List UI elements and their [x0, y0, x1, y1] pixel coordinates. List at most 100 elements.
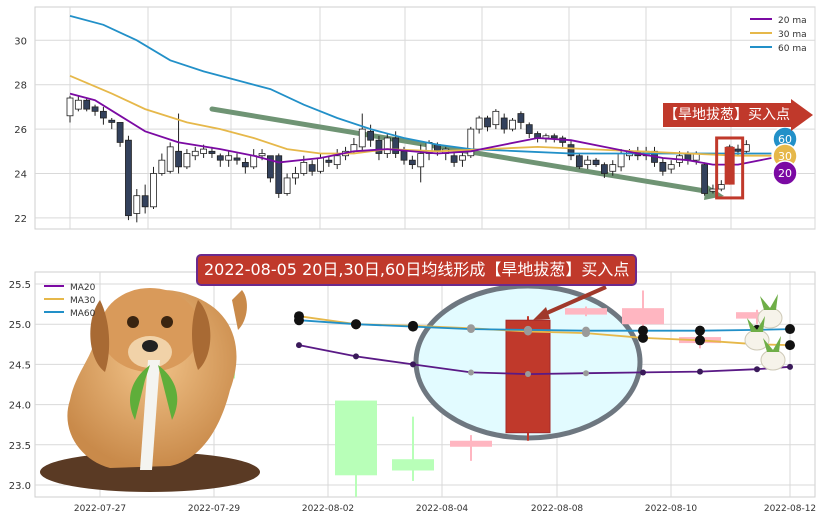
- top-candle-body: [417, 153, 425, 168]
- dog-nose-illustration: [142, 340, 158, 352]
- bottom-ma60-line-marker: [582, 326, 590, 335]
- top-candle-body: [717, 184, 725, 190]
- signal-pointer-arrow-head: [533, 307, 550, 320]
- bottom-ma20-line-marker: [410, 361, 416, 368]
- dog-right-eye-illustration: [161, 316, 173, 328]
- dog-left-eye-illustration: [127, 316, 139, 328]
- radish-leaves-illustration: [760, 294, 778, 310]
- top-candle-body: [575, 155, 583, 168]
- top-candle-body: [283, 177, 291, 194]
- bottom-legend-label: MA60: [70, 309, 96, 319]
- bottom-x-tick-label: 2022-07-27: [74, 504, 126, 514]
- bottom-candle-body: [335, 400, 377, 476]
- bottom-ma20-line-marker: [353, 353, 359, 360]
- bottom-y-tick-label: 23.5: [9, 441, 31, 452]
- top-candle-body: [317, 157, 324, 172]
- top-candle-body: [358, 128, 366, 148]
- bottom-x-tick-label: 2022-08-12: [764, 504, 816, 514]
- bottom-ma60-line-marker: [638, 325, 648, 336]
- top-candle-body: [400, 150, 408, 161]
- top-candle-body: [175, 150, 182, 168]
- top-candle-body: [300, 161, 308, 174]
- top-candle-body: [517, 113, 525, 123]
- top-candle-body: [225, 155, 233, 161]
- top-candle-body: [492, 110, 500, 126]
- top-candle-body: [333, 155, 341, 166]
- bottom-x-tick-label: 2022-08-02: [302, 504, 354, 514]
- radish-leaves-illustration: [747, 316, 765, 332]
- scallion-stalk-illustration: [140, 360, 160, 470]
- badge-20-circle: [772, 160, 798, 186]
- top-y-tick-label: 24: [14, 170, 27, 181]
- badge-20-label: 20: [778, 167, 792, 180]
- bottom-ma20-line-marker: [697, 368, 703, 375]
- top-candle-body: [91, 106, 99, 112]
- bottom-y-tick-label: 25.5: [9, 280, 31, 291]
- dog-tail-illustration: [232, 290, 247, 330]
- bottom-x-tick-label: 2022-07-29: [188, 504, 241, 514]
- dog-right-ear-illustration: [192, 300, 211, 370]
- top-candle-body: [375, 139, 383, 154]
- top-candle-body: [701, 164, 708, 194]
- top-candle-body: [258, 153, 266, 157]
- bottom-ma20-line-marker: [640, 369, 646, 376]
- top-candle-body: [734, 148, 742, 152]
- signal-banner: 2022-08-05 20日,30日,60日均线形成【旱地拔葱】买入点: [196, 254, 638, 286]
- bottom-ma60-line-marker: [467, 325, 475, 334]
- bottom-ma60-line-marker: [294, 315, 304, 326]
- top-candle-body: [166, 146, 174, 172]
- top-ma20-line: [69, 92, 772, 166]
- top-candle-body: [292, 173, 299, 179]
- bottom-ma30-line-marker: [638, 332, 648, 343]
- top-legend-label: 30 ma: [778, 30, 807, 40]
- top-candle-body: [208, 150, 216, 154]
- bottom-y-tick-label: 25.0: [9, 320, 31, 331]
- top-candle-body: [408, 159, 416, 166]
- bottom-ma20-line-marker: [468, 369, 474, 376]
- top-candle-body: [500, 117, 508, 130]
- top-candle-body: [709, 188, 717, 192]
- dirt-mound-illustration: [40, 452, 260, 492]
- top-candle-body: [125, 139, 132, 217]
- top-candle-body: [216, 155, 224, 161]
- top-candle-body: [467, 128, 475, 157]
- signal-label: 【旱地拔葱】买入点: [663, 103, 791, 127]
- bottom-legend-label: MA30: [70, 296, 96, 306]
- top-y-tick-label: 28: [14, 81, 27, 92]
- bottom-x-tick-label: 2022-08-04: [416, 504, 469, 514]
- top-candle-body: [550, 135, 558, 139]
- top-candle-body: [525, 124, 533, 134]
- top-candle-body: [191, 150, 199, 157]
- bottom-y-tick-label: 23.0: [9, 481, 31, 492]
- dog-head-illustration: [100, 288, 200, 372]
- top-candle-body: [659, 161, 667, 172]
- bottom-ma60-line: [298, 319, 791, 332]
- downtrend-arrow-head: [704, 184, 724, 200]
- top-candle-body: [392, 137, 400, 154]
- top-candle-body: [233, 157, 241, 161]
- top-candle-body: [141, 195, 149, 208]
- top-candle-body: [108, 119, 116, 123]
- top-candle-body: [609, 164, 617, 172]
- bottom-ma30-line-marker: [695, 335, 705, 346]
- top-candle-body: [66, 97, 74, 117]
- top-candle-body: [601, 164, 608, 174]
- radish-illustration: [760, 349, 786, 371]
- radish-illustration: [744, 329, 770, 351]
- bottom-ma20-line-marker: [787, 363, 793, 370]
- top-signal-candle: [724, 146, 735, 185]
- top-candle-body: [266, 155, 274, 179]
- bottom-ma30-line-marker: [785, 340, 795, 351]
- signal-pointer-arrow: [539, 285, 607, 318]
- bottom-y-tick-label: 24.0: [9, 401, 31, 412]
- top-legend-label: 60 ma: [778, 44, 807, 54]
- top-candle-body: [383, 137, 391, 154]
- top-candle-body: [158, 159, 166, 174]
- top-y-tick-label: 22: [14, 214, 27, 225]
- dog-left-ear-illustration: [90, 300, 110, 372]
- bottom-ma60-line-marker: [785, 324, 795, 335]
- bottom-ma60-line-marker: [351, 319, 361, 330]
- top-candle-body: [617, 153, 625, 168]
- top-y-tick-label: 26: [14, 125, 27, 136]
- top-candle-body: [450, 155, 458, 163]
